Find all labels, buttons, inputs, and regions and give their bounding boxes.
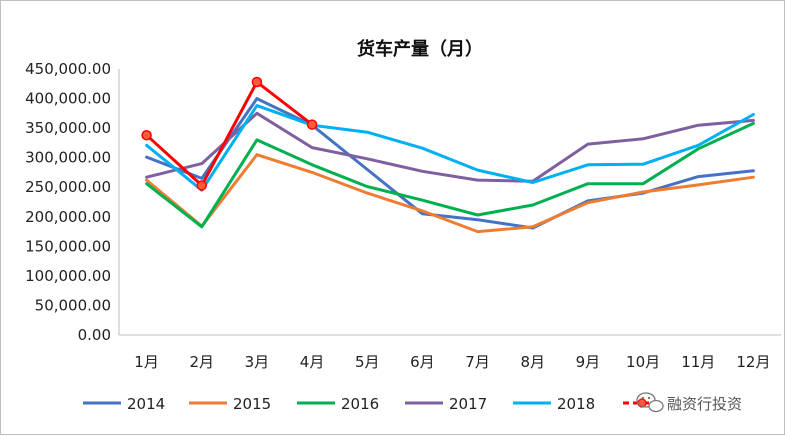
y-tick-label: 50,000.00 (35, 296, 111, 314)
series-line-highlight (145, 80, 314, 187)
x-tick-label: 10月 (626, 353, 660, 371)
series-point (141, 129, 152, 141)
legend: 2014 2015 2016 2017 2018 (83, 395, 661, 413)
y-axis: 0.00 50,000.00 100,000.00 150,000.00 200,000… (25, 60, 120, 344)
x-tick-label: 6月 (410, 353, 435, 371)
y-tick-label: 350,000.00 (25, 119, 111, 137)
legend-label: 2018 (557, 395, 595, 413)
y-tick-label: 250,000.00 (25, 178, 111, 196)
x-tick-label: 5月 (355, 353, 380, 371)
x-tick-label: 1月 (134, 353, 159, 371)
y-tick-label: 0.00 (78, 326, 111, 344)
x-tick-label: 8月 (520, 353, 545, 371)
x-tick-label: 2月 (189, 353, 214, 371)
x-axis: 1月 2月 3月 4月 5月 6月 7月 8月 9月 10月 11月 12月 (119, 334, 781, 371)
series-point (196, 180, 207, 191)
legend-label: 2017 (449, 395, 487, 413)
y-tick-label: 100,000.00 (25, 267, 111, 285)
x-tick-label: 12月 (736, 353, 770, 371)
y-tick-label: 450,000.00 (25, 60, 111, 78)
y-tick-label: 400,000.00 (25, 90, 111, 108)
x-tick-label: 9月 (576, 353, 601, 371)
x-tick-label: 11月 (681, 353, 715, 371)
wechat-icon (636, 392, 664, 413)
y-tick-label: 200,000.00 (25, 208, 111, 226)
legend-label: 2015 (233, 395, 271, 413)
legend-label: 2014 (127, 395, 165, 413)
series-point (306, 119, 318, 130)
series-line-2018 (145, 104, 755, 192)
series-line-2016 (145, 121, 755, 229)
x-tick-label: 3月 (245, 353, 270, 371)
x-tick-label: 4月 (300, 353, 325, 371)
y-tick-label: 150,000.00 (25, 237, 111, 255)
watermark-text: 融资行投资 (667, 395, 742, 413)
x-tick-label: 7月 (465, 353, 490, 371)
watermark: 融资行投资 (636, 392, 742, 413)
series-lines (141, 76, 755, 234)
legend-label: 2016 (341, 395, 379, 413)
y-tick-label: 300,000.00 (25, 149, 111, 167)
chart-title: 货车产量（月） (357, 38, 483, 60)
series-line-2015 (145, 153, 755, 234)
series-point (251, 76, 263, 88)
